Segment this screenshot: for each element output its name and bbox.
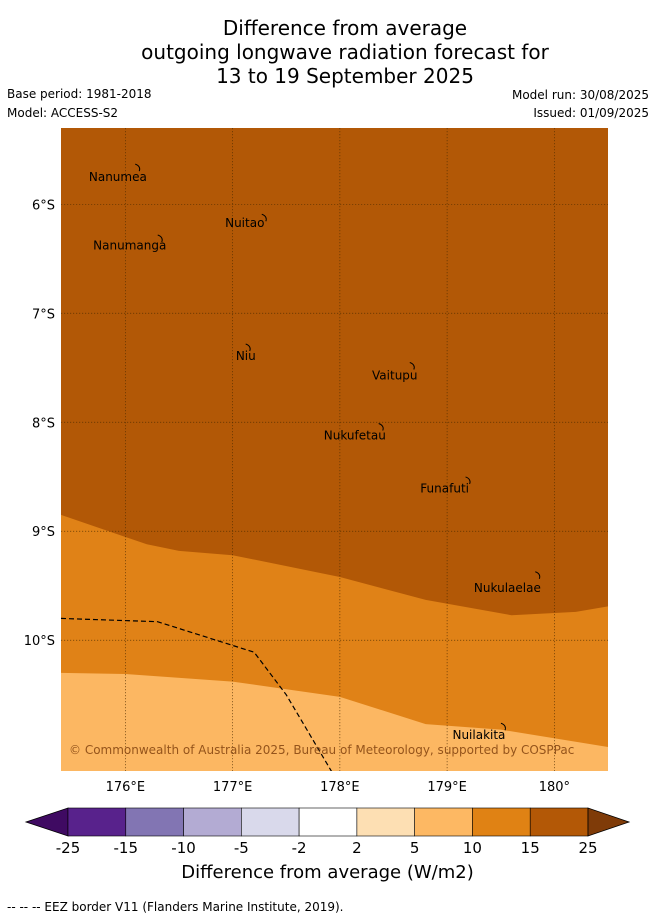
- title-line-3: 13 to 19 September 2025: [216, 64, 474, 88]
- issued-date: Issued: 01/09/2025: [533, 106, 649, 120]
- island-label: Nuilakita: [452, 728, 505, 742]
- map-plot-area: Nanumea Nuitao Nanumanga Niu Vaitupu Nukufeta…: [61, 128, 608, 771]
- island-outline: [261, 213, 267, 222]
- lon-tick-label: 176°E: [106, 780, 146, 795]
- colorbar-tick-label: 2: [352, 839, 362, 857]
- island-outline: [135, 163, 141, 172]
- lon-tick-label: 177°E: [213, 780, 253, 795]
- colorbar-segment: [125, 807, 184, 837]
- lon-tick-label: 179°E: [427, 780, 467, 795]
- colorbar-tick-label: 25: [578, 839, 597, 857]
- island-label: Nanumanga: [93, 239, 166, 253]
- eez-border-line: [61, 617, 333, 771]
- island-outline: [157, 234, 163, 243]
- island-outline: [465, 476, 471, 485]
- island-outline: [245, 343, 251, 352]
- colorbar-title: Difference from average (W/m2): [181, 862, 474, 883]
- colorbar-segment: [241, 807, 300, 837]
- island-label: Nanumea: [89, 170, 147, 184]
- colorbar-segment: [356, 807, 415, 837]
- island-label: Vaitupu: [372, 368, 418, 382]
- lon-tick-label: 180°: [539, 780, 570, 795]
- colorbar-segment: [414, 807, 473, 837]
- colorbar-segment: [529, 807, 589, 837]
- lon-tick-label: 178°E: [320, 780, 360, 795]
- title-line-2: outgoing longwave radiation forecast for: [141, 40, 549, 64]
- model-name: Model: ACCESS-S2: [7, 106, 119, 120]
- island-outline: [500, 722, 506, 731]
- model-run: Model run: 30/08/2025: [511, 88, 649, 102]
- colorbar-segment: [183, 807, 242, 837]
- copyright-notice: © Commonwealth of Australia 2025, Bureau…: [69, 743, 574, 757]
- colorbar-extend-low: [24, 807, 69, 837]
- colorbar-segment: [298, 807, 358, 837]
- island-label: Nukufetau: [324, 428, 386, 442]
- island-label: Funafuti: [420, 482, 469, 496]
- title-line-1: Difference from average: [222, 16, 468, 40]
- colorbar-tick-label: -5: [234, 839, 249, 857]
- chart-title: Difference from average outgoing longwav…: [0, 16, 655, 88]
- colorbar-tick-label: -10: [171, 839, 196, 857]
- colorbar-extend-high: [587, 807, 631, 837]
- colorbar-tick-label: -25: [56, 839, 81, 857]
- eez-footnote: -- -- -- EEZ border V11 (Flanders Marine…: [7, 900, 344, 914]
- island-outline: [535, 571, 541, 579]
- island-outline: [378, 423, 384, 431]
- lat-tick-label: 6°S: [32, 198, 55, 213]
- lat-tick-label: 9°S: [32, 525, 55, 540]
- lat-tick-label: 7°S: [32, 307, 55, 322]
- lat-tick-label: 10°S: [24, 634, 55, 649]
- band-15-25: [61, 128, 608, 616]
- colorbar-segment: [472, 807, 531, 837]
- colorbar-tick-label: 5: [410, 839, 420, 857]
- colorbar-tick-label: 15: [521, 839, 540, 857]
- colorbar-tick-label: -15: [114, 839, 139, 857]
- colorbar-tick-label: -2: [292, 839, 307, 857]
- island-outline: [409, 362, 415, 370]
- lat-tick-label: 8°S: [32, 416, 55, 431]
- colorbar-tick-label: 10: [463, 839, 482, 857]
- island-label: Nuitao: [225, 216, 264, 230]
- island-label: Niu: [236, 349, 256, 363]
- base-period: Base period: 1981-2018: [7, 87, 152, 101]
- colorbar-segment: [67, 807, 127, 837]
- island-label: Nukulaelae: [474, 581, 541, 595]
